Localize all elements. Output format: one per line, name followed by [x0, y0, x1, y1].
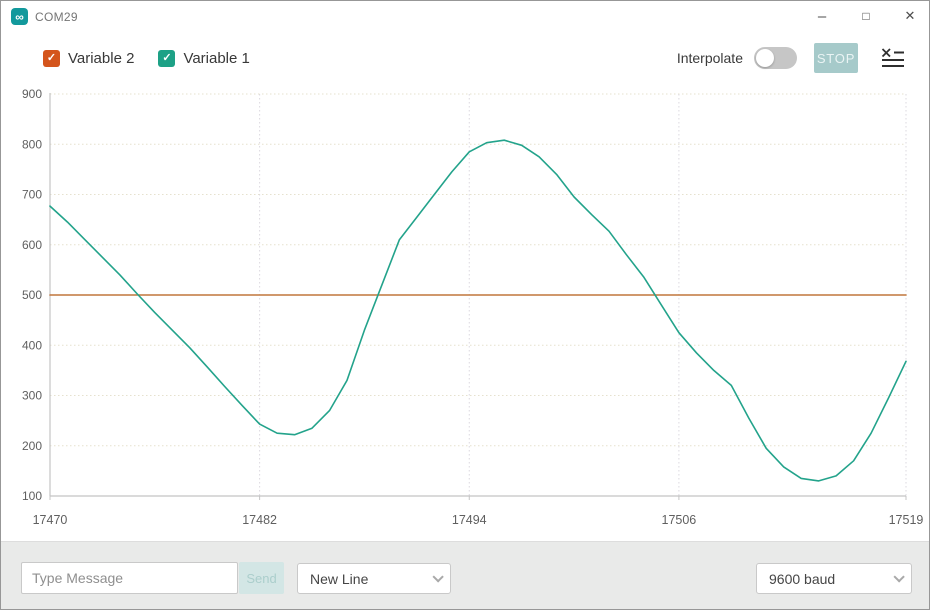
- line-ending-value: New Line: [310, 570, 369, 587]
- line-ending-select[interactable]: New Line: [297, 563, 451, 594]
- x-tick-label: 17470: [33, 513, 68, 527]
- baud-rate-select[interactable]: 9600 baud: [756, 563, 912, 594]
- y-tick-label: 300: [22, 389, 42, 403]
- variable-2-checkbox[interactable]: ✓: [43, 49, 60, 67]
- message-bar: Send New Line 9600 baud: [1, 541, 929, 609]
- y-tick-label: 600: [22, 238, 42, 252]
- y-tick-label: 800: [22, 137, 42, 151]
- y-tick-label: 900: [22, 87, 42, 101]
- chevron-down-icon: [893, 570, 905, 583]
- y-tick-label: 200: [22, 439, 42, 453]
- title-bar: ∞ COM29 – □ ✕: [1, 1, 929, 31]
- interpolate-label: Interpolate: [676, 50, 743, 66]
- legend-label: Variable 2: [68, 49, 135, 67]
- minimize-button[interactable]: –: [817, 7, 827, 25]
- plotter-toolbar: ✓ Variable 2 ✓ Variable 1 Interpolate ST…: [1, 41, 929, 75]
- interpolate-toggle[interactable]: [754, 47, 797, 69]
- y-tick-label: 700: [22, 188, 42, 202]
- chart-area: 100 200 300 400 500 600 700 800 900 17470 17482 174…: [1, 81, 929, 541]
- toggle-knob: [756, 49, 774, 67]
- x-tick-label: 17482: [242, 513, 277, 527]
- legend-item-variable-1[interactable]: ✓ Variable 1: [158, 49, 250, 67]
- close-button[interactable]: ✕: [904, 8, 916, 23]
- message-input[interactable]: [21, 562, 238, 594]
- y-tick-label: 100: [22, 489, 42, 503]
- send-button[interactable]: Send: [239, 562, 284, 594]
- y-tick-label: 400: [22, 338, 42, 352]
- chevron-down-icon: [432, 570, 444, 583]
- y-tick-label: 500: [22, 288, 42, 302]
- window-title: COM29: [35, 10, 78, 24]
- series-variable-1: [49, 139, 907, 482]
- legend-item-variable-2[interactable]: ✓ Variable 2: [43, 49, 135, 67]
- variable-1-checkbox[interactable]: ✓: [158, 49, 176, 67]
- line-chart: 100 200 300 400 500 600 700 800 900 17470 17482 174…: [22, 87, 924, 527]
- stop-button[interactable]: STOP: [814, 43, 858, 73]
- baud-rate-value: 9600 baud: [769, 570, 836, 587]
- x-tick-label: 17506: [662, 513, 697, 527]
- clear-output-button[interactable]: [881, 48, 905, 68]
- x-tick-label: 17494: [452, 513, 487, 527]
- maximize-button[interactable]: □: [862, 9, 870, 23]
- arduino-logo-icon: ∞: [11, 8, 28, 25]
- legend-label: Variable 1: [183, 49, 250, 67]
- clear-icon: [881, 48, 904, 67]
- x-tick-label: 17519: [889, 513, 924, 527]
